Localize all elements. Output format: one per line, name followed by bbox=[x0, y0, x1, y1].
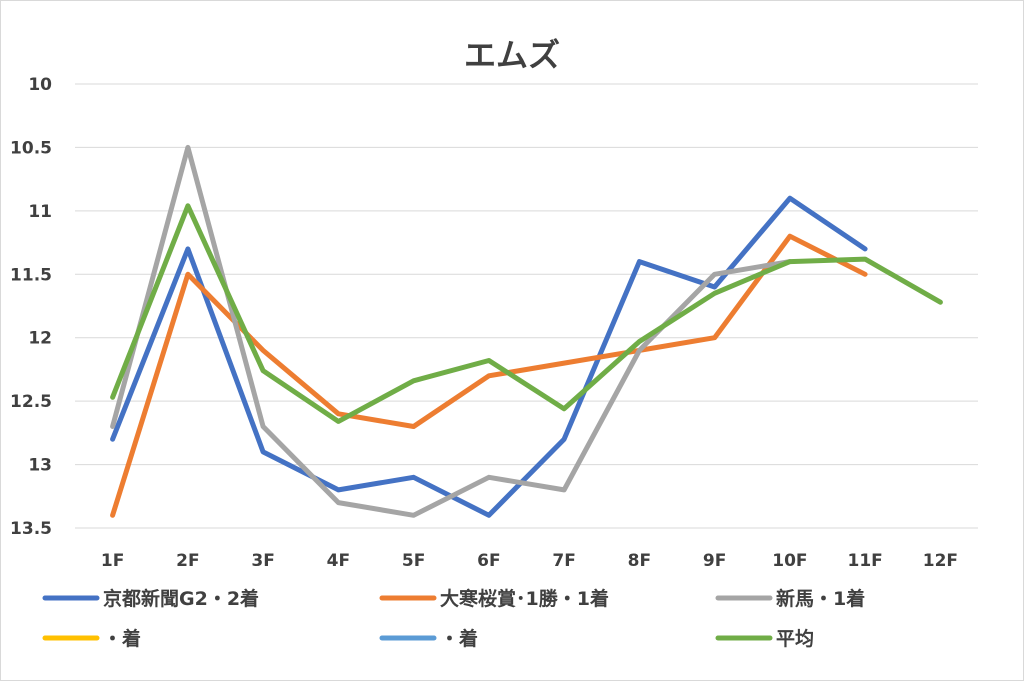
series-lines bbox=[110, 144, 943, 518]
x-tick-label: 3F bbox=[251, 551, 274, 571]
x-tick-label: 6F bbox=[477, 551, 500, 571]
legend: 京都新聞G2・2着 大寒桜賞･1勝・1着 新馬・1着・着 ・着 平均 bbox=[42, 587, 865, 650]
chart-title: エムズ bbox=[464, 36, 560, 74]
y-tick-label: 12 bbox=[28, 329, 52, 349]
x-tick-label: 11F bbox=[847, 551, 882, 571]
legend-label: 平均 bbox=[776, 627, 814, 650]
legend-label: ・着 bbox=[103, 627, 141, 650]
legend-item: 平均 bbox=[715, 627, 814, 650]
legend-label: 京都新聞G2・2着 bbox=[103, 587, 259, 610]
gridlines bbox=[75, 83, 978, 529]
x-tick-label: 9F bbox=[703, 551, 726, 571]
x-tick-label: 7F bbox=[552, 551, 575, 571]
legend-label: 大寒桜賞･1勝・1着 bbox=[440, 587, 609, 610]
legend-item: ・着 bbox=[379, 627, 478, 650]
x-tick-label: 4F bbox=[327, 551, 350, 571]
y-tick-label: 13 bbox=[28, 456, 52, 476]
legend-item: ・着 bbox=[42, 627, 141, 650]
x-tick-label: 2F bbox=[176, 551, 199, 571]
legend-label: 新馬・1着 bbox=[776, 587, 865, 610]
y-axis-ticks: 10 10.5 11 11.5 12 12.5 13 13.5 bbox=[10, 75, 52, 539]
legend-item: 京都新聞G2・2着 bbox=[42, 587, 259, 610]
series-line bbox=[110, 203, 943, 424]
y-tick-label: 13.5 bbox=[10, 519, 52, 539]
x-tick-label: 1F bbox=[101, 551, 124, 571]
legend-item: 大寒桜賞･1勝・1着 bbox=[379, 587, 609, 610]
y-tick-label: 11.5 bbox=[10, 265, 52, 285]
x-tick-label: 5F bbox=[402, 551, 425, 571]
y-tick-label: 11 bbox=[28, 202, 52, 222]
series-line bbox=[110, 195, 868, 518]
x-axis-ticks: 1F 2F 3F 4F 5F 6F 7F 8F 9F 10F 11F 12F bbox=[101, 551, 958, 571]
y-tick-label: 12.5 bbox=[10, 392, 52, 412]
x-tick-label: 10F bbox=[772, 551, 807, 571]
series-line bbox=[110, 144, 793, 518]
x-tick-label: 12F bbox=[923, 551, 958, 571]
x-tick-label: 8F bbox=[628, 551, 651, 571]
legend-label: ・着 bbox=[440, 627, 478, 650]
y-tick-label: 10.5 bbox=[10, 138, 52, 158]
legend-item: 新馬・1着 bbox=[715, 587, 865, 610]
y-tick-label: 10 bbox=[28, 75, 52, 95]
